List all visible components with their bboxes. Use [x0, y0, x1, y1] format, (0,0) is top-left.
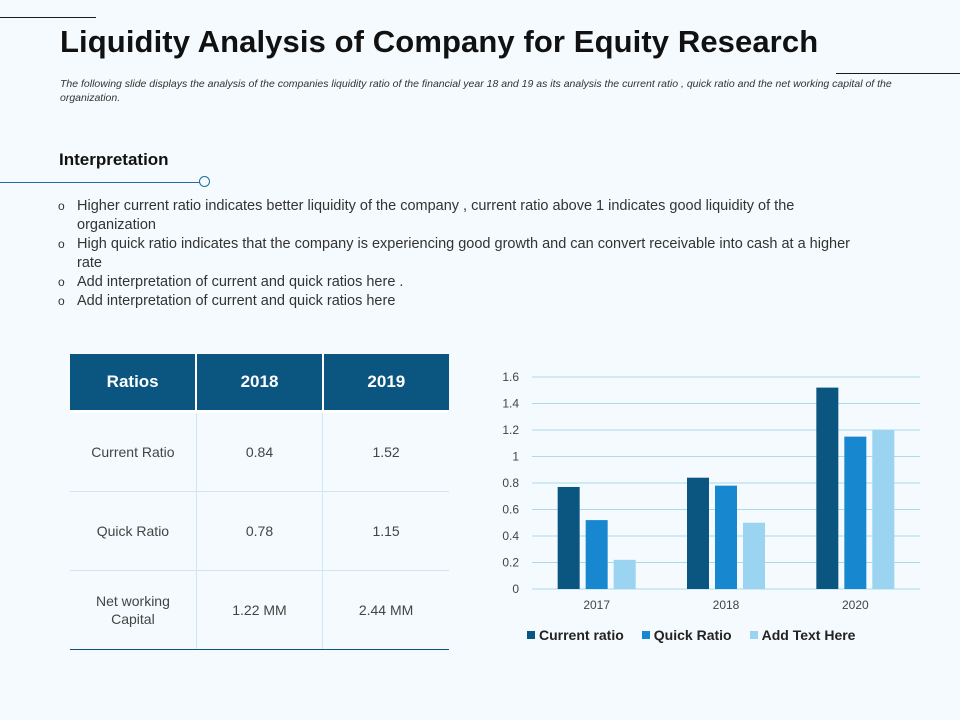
bar-quick-ratio: [844, 436, 867, 589]
legend-item-add-text: Add Text Here: [749, 627, 856, 643]
interpretation-item: o Add interpretation of current and quick…: [58, 292, 858, 311]
interpretation-item-text: High quick ratio indicates that the comp…: [77, 236, 850, 271]
legend-label: Current ratio: [539, 627, 624, 643]
bullet-circle-icon: o: [58, 275, 65, 289]
table-header-ratios: Ratios: [70, 354, 198, 413]
bar-add-text-here: [613, 559, 636, 589]
bullet-circle-icon: o: [58, 199, 65, 213]
table-row: Current Ratio 0.84 1.52: [70, 411, 449, 492]
page-title: Liquidity Analysis of Company for Equity…: [60, 24, 819, 59]
top-left-accent-line: [0, 17, 96, 18]
table-header-2019: 2019: [322, 354, 449, 413]
x-tick-label: 2017: [583, 598, 610, 612]
y-tick-label: 0.4: [502, 529, 519, 543]
interpretation-rule-dot: [199, 176, 210, 187]
y-tick-label: 1: [512, 450, 519, 464]
table-cell-2019: 1.52: [322, 411, 449, 492]
bullet-circle-icon: o: [58, 294, 65, 308]
bar-current-ratio: [557, 486, 580, 589]
legend-label: Quick Ratio: [653, 627, 732, 643]
interpretation-item: o Higher current ratio indicates better l…: [58, 197, 858, 235]
table-cell-2018: 0.78: [196, 491, 324, 571]
table-cell-2019: 1.15: [322, 491, 449, 571]
interpretation-item-text: Higher current ratio indicates better li…: [77, 198, 795, 233]
y-tick-label: 0.2: [502, 556, 519, 570]
ratios-bar-chart: 0 0.2 0.4 0.6 0.8 1 1.2 1.4 1.6 2017 2018 2020: [502, 370, 920, 612]
bullet-circle-icon: o: [58, 237, 65, 251]
table-cell-ratio-name: Current Ratio: [70, 411, 197, 492]
interpretation-item-text: Add interpretation of current and quick …: [77, 274, 404, 290]
ratios-table: Ratios 2018 2019 Current Ratio 0.84 1.52…: [70, 354, 449, 650]
table-header-row: Ratios 2018 2019: [70, 354, 449, 413]
bar-current-ratio: [687, 477, 709, 589]
bar-quick-ratio: [585, 520, 608, 589]
x-tick-label: 2020: [842, 598, 869, 612]
table-row: Quick Ratio 0.78 1.15: [70, 491, 449, 571]
legend-item-quick-ratio: Quick Ratio: [641, 627, 732, 643]
legend-label: Add Text Here: [761, 627, 856, 643]
interpretation-rule: [0, 182, 200, 183]
table-header-2018: 2018: [196, 354, 324, 413]
interpretation-list: o Higher current ratio indicates better l…: [58, 197, 858, 311]
interpretation-heading: Interpretation: [59, 150, 169, 169]
y-tick-label: 0.6: [502, 503, 519, 517]
bar-current-ratio: [816, 387, 839, 589]
interpretation-item: o High quick ratio indicates that the com…: [58, 235, 858, 273]
legend-swatch: [749, 631, 758, 639]
top-right-accent-line: [836, 73, 960, 74]
legend-swatch: [527, 631, 535, 639]
interpretation-item-text: Add interpretation of current and quick …: [77, 293, 396, 309]
bar-quick-ratio: [715, 485, 737, 589]
x-tick-label: 2018: [713, 598, 740, 612]
chart-legend: Current ratio Quick Ratio Add Text Here: [527, 627, 855, 643]
y-tick-label: 1.2: [502, 423, 519, 437]
table-cell-2018: 0.84: [196, 411, 324, 492]
page-subtitle: The following slide displays the analysi…: [60, 78, 892, 104]
table-cell-ratio-name: Quick Ratio: [70, 491, 197, 571]
y-tick-label: 0.8: [502, 476, 519, 490]
table-row: Net working Capital 1.22 MM 2.44 MM: [70, 570, 449, 650]
bar-add-text-here: [872, 430, 895, 589]
table-cell-ratio-name: Net working Capital: [70, 570, 197, 650]
legend-swatch: [641, 631, 650, 639]
y-tick-label: 1.4: [502, 397, 519, 411]
bar-add-text-here: [743, 522, 765, 589]
table-cell-2019: 2.44 MM: [322, 570, 449, 650]
legend-item-current-ratio: Current ratio: [527, 627, 624, 643]
table-cell-2018: 1.22 MM: [196, 570, 324, 650]
interpretation-item: o Add interpretation of current and quick…: [58, 273, 858, 292]
y-tick-label: 0: [512, 582, 519, 596]
y-tick-label: 1.6: [502, 370, 519, 384]
